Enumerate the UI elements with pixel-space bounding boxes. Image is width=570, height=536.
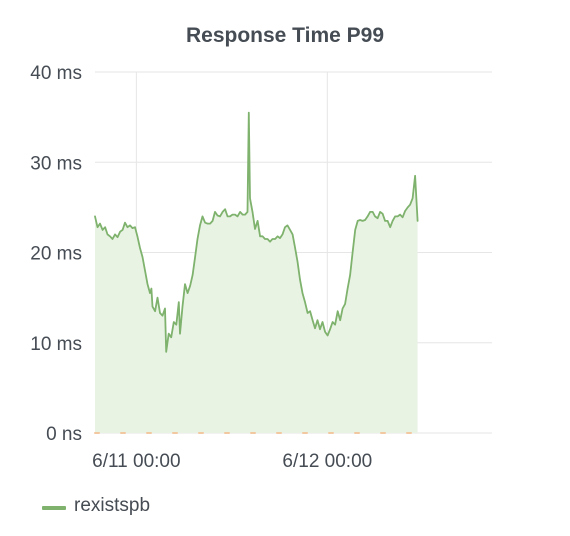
y-axis-tick-label: 0 ns bbox=[46, 424, 82, 445]
legend-series-label[interactable]: rexistspb bbox=[74, 495, 151, 516]
series-areas bbox=[95, 112, 418, 433]
series-line-0 bbox=[94, 111, 419, 353]
legend[interactable]: rexistspb bbox=[42, 494, 150, 518]
y-axis-tick-label: 10 ms bbox=[30, 334, 82, 355]
y-axis-tick-label: 20 ms bbox=[30, 244, 82, 265]
x-axis-tick-labels: 6/11 00:00 6/12 00:00 bbox=[92, 451, 372, 472]
legend-swatch bbox=[42, 505, 66, 510]
x-axis-tick-label: 6/12 00:00 bbox=[282, 451, 372, 472]
y-axis-tick-labels: 0 ns 10 ms 20 ms 30 ms 40 ms bbox=[30, 63, 82, 445]
x-axis-tick-label: 6/11 00:00 bbox=[92, 451, 180, 472]
series-area-0 bbox=[95, 112, 418, 433]
y-axis-tick-label: 30 ms bbox=[30, 153, 82, 174]
series-lines bbox=[94, 111, 419, 434]
chart-title: Response Time P99 bbox=[185, 24, 385, 47]
y-axis-tick-label: 40 ms bbox=[30, 63, 82, 84]
